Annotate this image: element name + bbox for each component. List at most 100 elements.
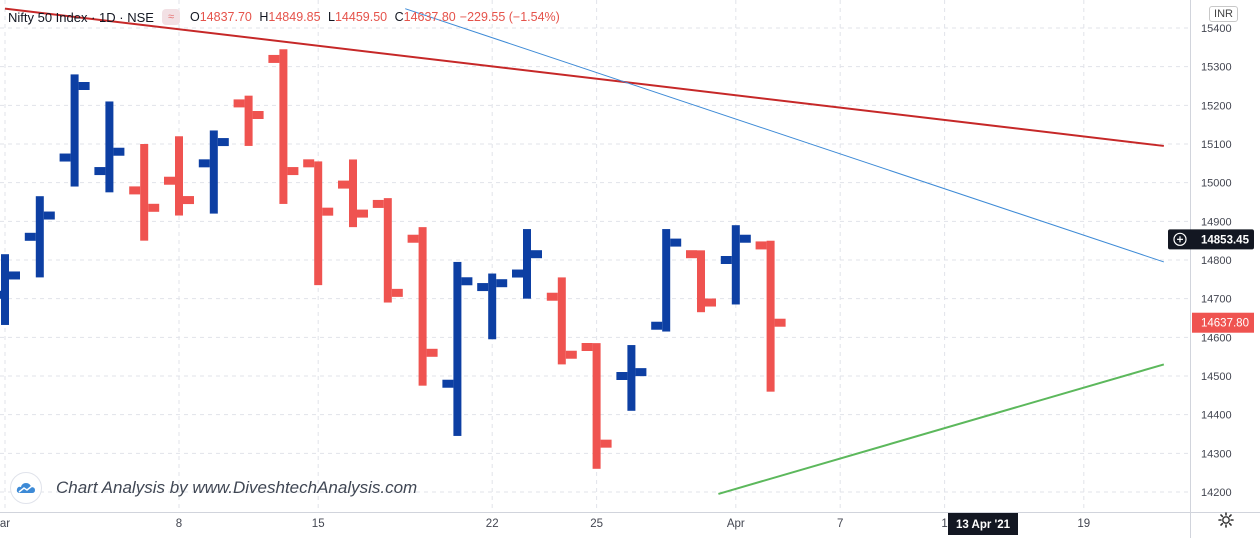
bar-open-tick xyxy=(686,250,697,259)
bar-high-low xyxy=(1,254,9,325)
ohlc-bar[interactable] xyxy=(616,345,647,411)
ohlc-bar[interactable] xyxy=(198,130,229,214)
gear-icon[interactable] xyxy=(1218,512,1234,533)
bar-open-tick xyxy=(755,241,767,250)
time-axis-tick-label: 25 xyxy=(590,518,603,530)
bar-close-tick xyxy=(391,288,403,297)
price-axis-tick-label: 14400 xyxy=(1201,410,1232,422)
symbol-title[interactable]: Nifty 50 Index · 1D · NSE xyxy=(8,9,154,25)
bar-open-tick xyxy=(372,199,384,208)
trendline-red xyxy=(4,7,1164,147)
bar-close-tick xyxy=(496,279,508,288)
bar-open-tick xyxy=(546,292,558,301)
currency-button[interactable]: INR xyxy=(1209,6,1238,22)
time-axis-tick-label: Apr xyxy=(727,518,745,530)
bar-open-tick xyxy=(303,159,315,168)
open-value: 14837.70 xyxy=(199,10,252,24)
time-axis-tick-label: 19 xyxy=(1077,518,1090,530)
time-axis-tick-label: 1 xyxy=(941,518,947,530)
bar-close-tick xyxy=(183,196,194,205)
ohlc-bar[interactable] xyxy=(94,101,125,193)
bar-close-tick xyxy=(426,348,438,357)
ohlc-bar[interactable] xyxy=(129,144,160,241)
ohlc-bar[interactable] xyxy=(477,273,508,340)
time-axis-tick-label: 7 xyxy=(837,518,843,530)
open-label: O xyxy=(190,10,200,24)
price-axis-tick-label: 14700 xyxy=(1201,294,1232,306)
bar-close-tick xyxy=(565,350,577,359)
bar-open-tick xyxy=(129,186,141,195)
ohlc-bar[interactable] xyxy=(442,261,473,436)
crosshair-price-label-bg xyxy=(1168,229,1254,250)
bar-high-low xyxy=(697,250,705,313)
bar-open-tick xyxy=(94,167,106,176)
bar-open-tick xyxy=(24,232,36,241)
last-price-label: 14637.80 xyxy=(1201,318,1249,330)
trendline-blue xyxy=(405,8,1164,263)
trendline-green xyxy=(718,363,1165,495)
bar-high-low xyxy=(209,130,218,214)
bar-high-low xyxy=(488,273,497,340)
bar-open-tick xyxy=(198,159,210,168)
bar-close-tick xyxy=(9,271,20,280)
ohlc-bar[interactable] xyxy=(24,196,55,278)
ohlc-bar[interactable] xyxy=(233,95,264,146)
ohlc-bar[interactable] xyxy=(720,225,751,305)
chart-legend-header: Nifty 50 Index · 1D · NSE ≈ O14837.70 H 1… xyxy=(8,6,560,28)
change-value: −229.55 (−1.54%) xyxy=(459,10,560,24)
bar-open-tick xyxy=(616,372,628,380)
close-value: 14637.80 xyxy=(403,10,456,24)
price-axis-tick-label: 14200 xyxy=(1201,487,1232,499)
bar-open-tick xyxy=(268,54,280,63)
ohlc-bar[interactable] xyxy=(407,227,438,386)
low-value: 14459.50 xyxy=(334,10,388,24)
bar-open-tick xyxy=(233,99,245,108)
indicator-tag[interactable]: ≈ xyxy=(161,9,180,25)
ohlc-bar[interactable] xyxy=(755,240,786,392)
bar-high-low xyxy=(105,101,114,193)
ohlc-bar[interactable] xyxy=(59,74,90,187)
plus-circle-icon[interactable] xyxy=(1173,232,1187,246)
price-axis-tick-label: 14300 xyxy=(1201,448,1232,460)
price-axis-tick-label: 14600 xyxy=(1201,332,1232,344)
bar-open-tick xyxy=(477,283,489,292)
bar-high-low xyxy=(314,161,323,286)
ohlc-bar[interactable] xyxy=(338,159,368,228)
low-label: L xyxy=(328,10,335,24)
bar-close-tick xyxy=(600,439,612,448)
ohlc-bar[interactable] xyxy=(0,254,20,325)
bar-high-low xyxy=(383,198,392,303)
bar-close-tick xyxy=(287,167,299,176)
time-axis-tick-label: 8 xyxy=(176,518,182,530)
high-label: H xyxy=(259,10,269,24)
ohlc-bar[interactable] xyxy=(512,229,542,299)
bar-open-tick xyxy=(164,176,175,185)
ohlc-bar[interactable] xyxy=(268,49,299,204)
bar-high-low xyxy=(70,74,79,187)
bar-high-low xyxy=(244,95,253,146)
ohlc-bar[interactable] xyxy=(546,277,577,365)
time-axis-tick-label: 15 xyxy=(312,518,325,530)
crosshair-date-label: 13 Apr '21 xyxy=(956,519,1011,531)
bar-close-tick xyxy=(531,250,542,259)
bar-close-tick xyxy=(113,147,125,156)
ohlc-bar[interactable] xyxy=(164,136,194,216)
bar-open-tick xyxy=(59,153,71,162)
ohlc-bar[interactable] xyxy=(651,229,682,332)
bar-close-tick xyxy=(148,203,160,212)
price-axis-tick-label: 15100 xyxy=(1201,139,1232,151)
ohlc-bar[interactable] xyxy=(303,159,334,286)
bar-close-tick xyxy=(357,209,368,218)
ohlc-bar[interactable] xyxy=(372,198,403,303)
price-axis-tick-label: 15300 xyxy=(1201,62,1232,74)
crosshair-date-label-bg xyxy=(948,513,1018,535)
bar-high-low xyxy=(557,277,566,365)
ohlc-bar[interactable] xyxy=(686,250,716,313)
close-label: C xyxy=(394,10,404,24)
bar-high-low xyxy=(731,225,740,305)
price-axis-tick-label: 15000 xyxy=(1201,178,1232,190)
time-axis-tick-label: 22 xyxy=(486,518,499,530)
ohlc-bar[interactable] xyxy=(581,343,612,469)
bar-close-tick xyxy=(43,211,55,220)
